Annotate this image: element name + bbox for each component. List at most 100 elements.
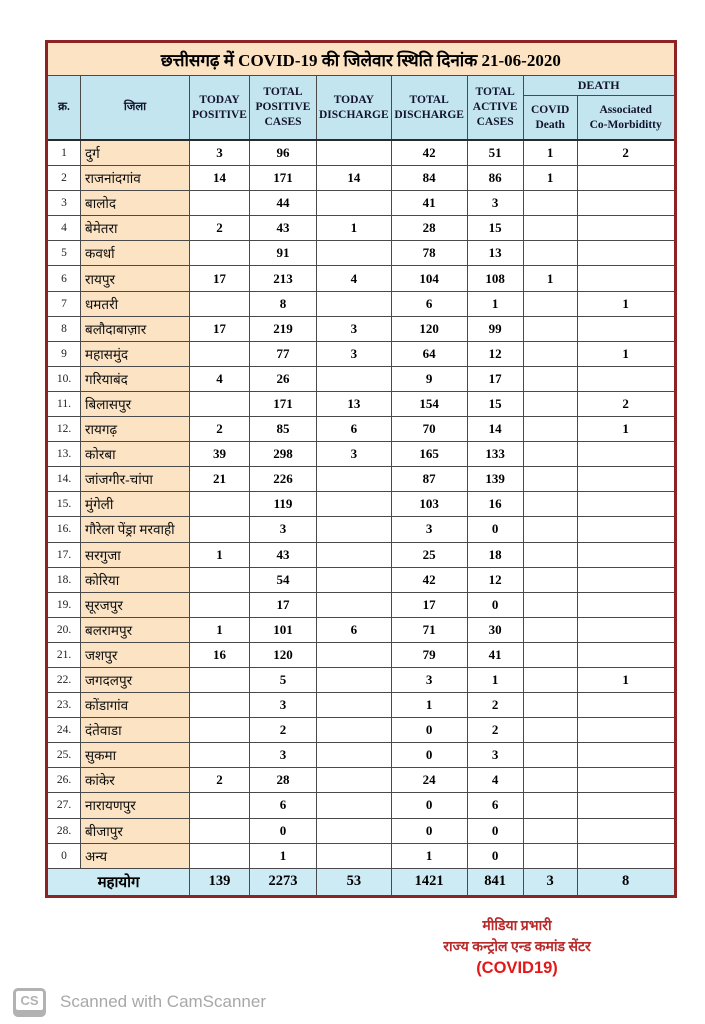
serial-cell: 1	[46, 139, 81, 167]
today-discharge-cell: 3	[316, 315, 392, 342]
signature-line-3: (COVID19)	[476, 959, 558, 977]
today-positive-cell	[189, 340, 250, 367]
today-positive-cell	[189, 692, 250, 719]
district-cell: सरगुजा	[80, 541, 190, 568]
today-discharge-cell	[316, 365, 392, 392]
today-positive-cell	[189, 390, 250, 418]
header-total-active: TOTAL ACTIVE CASES	[466, 75, 524, 141]
total-positive-cell: 219	[249, 315, 317, 342]
co-morbidity-cell	[576, 616, 676, 643]
district-cell: बलरामपुर	[80, 616, 190, 643]
total-discharge-cell: 64	[390, 340, 468, 367]
covid-death-cell	[522, 466, 578, 493]
today-positive-cell: 2	[189, 215, 250, 242]
serial-cell: 12.	[46, 416, 81, 443]
today-positive-cell	[189, 566, 250, 593]
total-active-cell: 12	[466, 340, 524, 367]
covid-death-cell	[522, 516, 578, 543]
total-active-cell: 3	[466, 742, 524, 769]
total-positive-cell: 119	[249, 491, 317, 518]
district-cell: दुर्ग	[80, 139, 190, 167]
serial-cell: 2	[46, 165, 81, 192]
serial-cell: 27.	[46, 792, 81, 819]
camscanner-icon: CS	[13, 987, 46, 1017]
table-row: 9 महासमुंद 77 3 64 12 1	[46, 340, 676, 367]
serial-cell: 25.	[46, 742, 81, 769]
total-positive-cell: 17	[249, 591, 317, 618]
total-discharge-cell: 79	[390, 641, 468, 668]
total-positive-cell: 1	[249, 842, 317, 869]
today-discharge-cell: 1	[316, 215, 392, 242]
co-morbidity-cell: 1	[576, 290, 676, 317]
total-discharge-cell: 41	[390, 190, 468, 217]
covid-death-cell: 1	[522, 165, 578, 192]
total-positive-cell: 77	[249, 340, 317, 367]
table-row: 11. बिलासपुर 171 13 154 15 2	[46, 390, 676, 418]
covid-death-cell	[522, 767, 578, 794]
district-cell: कवर्धा	[80, 240, 190, 267]
total-today-positive: 139	[189, 867, 250, 897]
co-morbidity-cell	[576, 190, 676, 217]
co-morbidity-cell	[576, 265, 676, 292]
total-active-cell: 41	[466, 641, 524, 668]
serial-cell: 26.	[46, 767, 81, 794]
total-active-cell: 51	[466, 139, 524, 167]
today-positive-cell	[189, 491, 250, 518]
serial-cell: 6	[46, 265, 81, 292]
covid-death-cell	[522, 692, 578, 719]
co-morbidity-cell	[576, 641, 676, 668]
total-active-cell: 14	[466, 416, 524, 443]
covid-death-cell	[522, 290, 578, 317]
serial-cell: 17.	[46, 541, 81, 568]
today-discharge-cell: 3	[316, 441, 392, 468]
today-positive-cell	[189, 717, 250, 744]
total-positive-cell: 96	[249, 139, 317, 167]
covid-death-cell	[522, 566, 578, 593]
total-discharge-cell: 0	[390, 817, 468, 844]
today-discharge-cell	[316, 817, 392, 844]
district-cell: दंतेवाडा	[80, 717, 190, 744]
covid-death-cell	[522, 792, 578, 819]
total-discharge-cell: 87	[390, 466, 468, 493]
total-discharge-cell: 70	[390, 416, 468, 443]
covid-death-cell	[522, 541, 578, 568]
today-positive-cell	[189, 591, 250, 618]
district-cell: जगदलपुर	[80, 666, 190, 694]
serial-cell: 11.	[46, 390, 81, 418]
serial-cell: 14.	[46, 466, 81, 493]
camscanner-icon-label: CS	[16, 990, 43, 1010]
table-row: 28. बीजापुर 0 0 0	[46, 817, 676, 844]
table-row: 5 कवर्धा 91 78 13	[46, 240, 676, 267]
total-positive-cell: 85	[249, 416, 317, 443]
table-row: 22. जगदलपुर 5 3 1 1	[46, 666, 676, 694]
district-cell: बिलासपुर	[80, 390, 190, 418]
table-row: 25. सुकमा 3 0 3	[46, 742, 676, 769]
total-positive-cell: 298	[249, 441, 317, 468]
total-active-cell: 99	[466, 315, 524, 342]
total-discharge-cell: 103	[390, 491, 468, 518]
table-row: 12. रायगढ़ 2 85 6 70 14 1	[46, 416, 676, 443]
total-discharge-cell: 0	[390, 742, 468, 769]
total-active-cell: 4	[466, 767, 524, 794]
co-morbidity-cell	[576, 466, 676, 493]
today-positive-cell	[189, 290, 250, 317]
total-covid-death: 3	[522, 867, 578, 897]
total-active-cell: 0	[466, 516, 524, 543]
total-discharge-cell: 165	[390, 441, 468, 468]
table-row: 8 बलौदाबाज़ार 17 219 3 120 99	[46, 315, 676, 342]
total-discharge-cell: 3	[390, 516, 468, 543]
total-active-cell: 17	[466, 365, 524, 392]
table-row: 16. गौरेला पेंड्रा मरवाही 3 3 0	[46, 516, 676, 543]
today-positive-cell	[189, 516, 250, 543]
header-death: DEATH	[522, 74, 676, 97]
total-discharge-cell: 24	[390, 767, 468, 794]
today-discharge-cell	[316, 190, 392, 217]
total-positive-cell: 101	[249, 616, 317, 643]
total-active-cell: 133	[466, 441, 524, 468]
total-active-cell: 2	[466, 717, 524, 744]
co-morbidity-cell	[576, 516, 676, 543]
co-morbidity-cell: 1	[576, 416, 676, 443]
today-positive-cell: 16	[189, 641, 250, 668]
co-morbidity-cell: 1	[576, 666, 676, 694]
table-row: 15. मुंगेली 119 103 16	[46, 491, 676, 518]
